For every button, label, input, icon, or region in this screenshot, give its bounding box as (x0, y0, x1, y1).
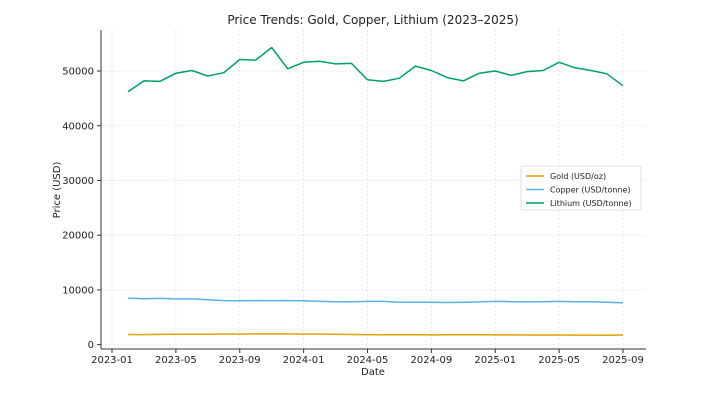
x-tick-label: 2025-01 (474, 355, 516, 366)
x-tick-label: 2025-09 (602, 355, 644, 366)
y-tick-label: 10000 (62, 285, 94, 296)
legend-label: Gold (USD/oz) (550, 172, 606, 181)
y-tick-label: 40000 (62, 121, 94, 132)
axes (100, 30, 646, 350)
tick-labels: 2023-01 2023-05 2023-09 2024-01 2024-05 2024-… (62, 67, 644, 366)
x-axis-title: Date (361, 367, 385, 378)
legend-box (520, 165, 642, 211)
y-axis-title: Price (USD) (52, 162, 63, 219)
y-tick-label: 0 (88, 340, 94, 351)
legend-label: Copper (USD/tonne) (550, 186, 631, 195)
y-tick-label: 30000 (62, 176, 94, 187)
series-line-2 (127, 297, 624, 304)
chart-title: Price Trends: Gold, Copper, Lithium (202… (227, 13, 518, 27)
legend: Gold (USD/oz) Copper (USD/tonne) Lithium (… (520, 165, 642, 211)
x-tick-label: 2023-01 (91, 355, 133, 366)
series-line-1 (127, 333, 624, 336)
series-line-3 (127, 46, 624, 93)
x-tick-label: 2025-05 (538, 355, 580, 366)
x-tick-label: 2024-09 (410, 355, 452, 366)
x-tick-label: 2023-09 (219, 355, 261, 366)
x-tick-label: 2024-05 (347, 355, 389, 366)
data-series (127, 46, 624, 336)
x-tick-label: 2024-01 (283, 355, 325, 366)
y-tick-label: 50000 (62, 67, 94, 78)
gridlines (101, 30, 646, 349)
legend-label: Lithium (USD/tonne) (550, 199, 632, 208)
y-tick-label: 20000 (62, 231, 94, 242)
x-tick-label: 2023-05 (155, 355, 197, 366)
